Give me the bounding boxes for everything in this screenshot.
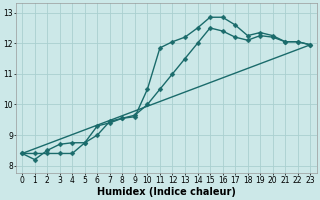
X-axis label: Humidex (Indice chaleur): Humidex (Indice chaleur)	[97, 187, 236, 197]
